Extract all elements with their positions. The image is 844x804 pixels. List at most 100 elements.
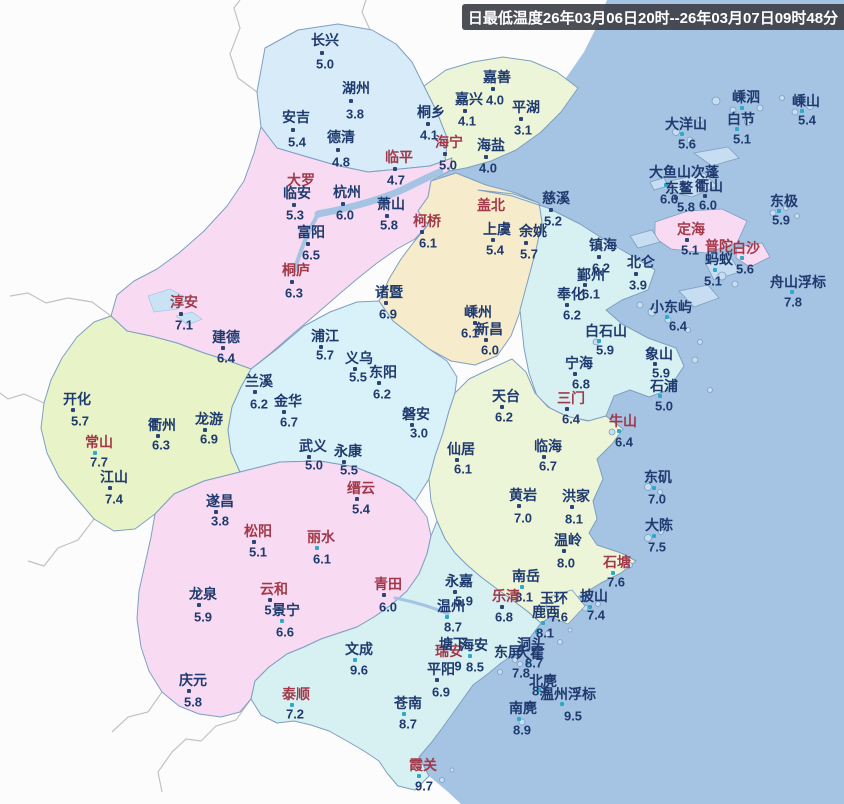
station-value: 8.1 [564, 511, 584, 527]
station-dot [463, 109, 467, 113]
station-value: 7.4 [104, 491, 124, 507]
station-label: 三门 [557, 390, 585, 406]
station-value: 6.9 [199, 431, 219, 447]
station-dot [455, 458, 459, 462]
station-value: 9.6 [349, 662, 369, 678]
station-value: 6.7 [538, 458, 558, 474]
station-label: 泰顺 [282, 686, 310, 702]
station-value: 6.1 [581, 286, 601, 302]
station-value: 6.1 [453, 461, 473, 477]
station-label: 洪家 [562, 488, 590, 504]
station-dot [517, 717, 521, 721]
station-label: 洞头 [517, 636, 545, 652]
station-label: 霞关 [409, 757, 437, 773]
station-label: 南麂 [509, 700, 537, 716]
station-value: 9 [454, 658, 462, 674]
station-value: 6.1 [418, 235, 438, 251]
station-label: 嵊州 [464, 304, 492, 320]
station-label: 大洋山 [665, 116, 707, 132]
station-value: 7.0 [647, 491, 667, 507]
station-dot [402, 712, 406, 716]
station-value: 8.7 [398, 716, 418, 732]
station-dot [588, 605, 592, 609]
station-value: 5.1 [680, 242, 700, 258]
station-dot [393, 167, 397, 171]
station-label: 仙居 [447, 441, 475, 457]
station-dot [735, 127, 739, 131]
station-label: 白沙 [732, 240, 760, 256]
station-dot [341, 202, 345, 206]
station-value: 5.9 [595, 342, 615, 358]
station-label: 开化 [63, 391, 91, 407]
station-value: 8.7 [443, 619, 463, 635]
station-label: 云和 [260, 581, 288, 597]
station-label: 萧山 [377, 196, 405, 212]
station-dot [377, 381, 381, 385]
station-value: 5.0 [438, 157, 458, 173]
station-dot [179, 312, 183, 316]
station-label: 东阳 [369, 364, 397, 380]
station-value: 5.6 [677, 136, 697, 152]
station-dot [484, 155, 488, 159]
station-value: 6.6 [275, 624, 295, 640]
station-dot [652, 486, 656, 490]
station-dot [268, 598, 272, 602]
station-label: 嘉善 [483, 69, 511, 85]
station-label: 杭州 [333, 184, 361, 200]
station-value: 7.6 [549, 609, 569, 625]
station-dot [291, 128, 295, 132]
station-label: 象山 [645, 346, 673, 362]
station-dot [307, 455, 311, 459]
station-value: 8.1 [535, 625, 555, 641]
station-value: 5.9 [193, 609, 213, 625]
outer-boundary-lines [0, 0, 371, 793]
station-label: 东屏 [494, 644, 522, 660]
station-dot [385, 214, 389, 218]
station-label: 盖北 [477, 197, 505, 213]
station-label: 缙云 [347, 480, 375, 496]
station-label: 苍南 [394, 695, 422, 711]
station-value: 6.0 [480, 342, 500, 358]
station-dot [319, 345, 323, 349]
station-label: 德清 [327, 129, 355, 145]
station-dot [382, 593, 386, 597]
station-value: 8.1 [514, 589, 534, 605]
station-label: 鄞州 [577, 267, 605, 283]
station-value: 5.7 [315, 347, 335, 363]
map-title-bar: 日最低温度26年03月06日20时--26年03月07日09时48分 [462, 4, 844, 30]
station-label: 嘉兴 [455, 91, 483, 107]
station-label: 长兴 [311, 32, 339, 48]
rivers [293, 168, 450, 616]
station-dot [108, 486, 112, 490]
station-value: 5.7 [519, 246, 539, 262]
station-label: 瑞安 [435, 643, 463, 659]
station-label: 温岭 [554, 532, 582, 548]
station-value: 4.0 [485, 92, 505, 108]
station-dot [315, 546, 319, 550]
station-label: 龙泉 [189, 586, 217, 602]
station-value: 5.6 [735, 261, 755, 277]
station-dot [500, 405, 504, 409]
station-dot [542, 455, 546, 459]
station-value: 6.6 [659, 191, 679, 207]
station-dot [282, 410, 286, 414]
station-value: 5.1 [248, 544, 268, 560]
station-value: 5.9 [454, 593, 474, 609]
station-value: 9.7 [414, 778, 434, 794]
station-value: 8.0 [556, 555, 576, 571]
station-label: 蚂蚁 [705, 251, 733, 267]
station-value: 5.9 [651, 365, 671, 381]
station-value: 5 [264, 602, 272, 618]
station-label: 临平 [385, 149, 413, 165]
station-label: 大陈 [645, 517, 673, 533]
station-label: 东矶 [644, 469, 672, 485]
station-dot [473, 321, 477, 325]
station-dot [253, 390, 257, 394]
station-value: 3.9 [628, 277, 648, 293]
station-label: 石浦 [650, 378, 678, 394]
station-label: 嵊泗 [732, 89, 760, 105]
station-value: 3.0 [409, 425, 429, 441]
station-value: 5.1 [703, 273, 723, 289]
station-value: 7.0 [513, 510, 533, 526]
